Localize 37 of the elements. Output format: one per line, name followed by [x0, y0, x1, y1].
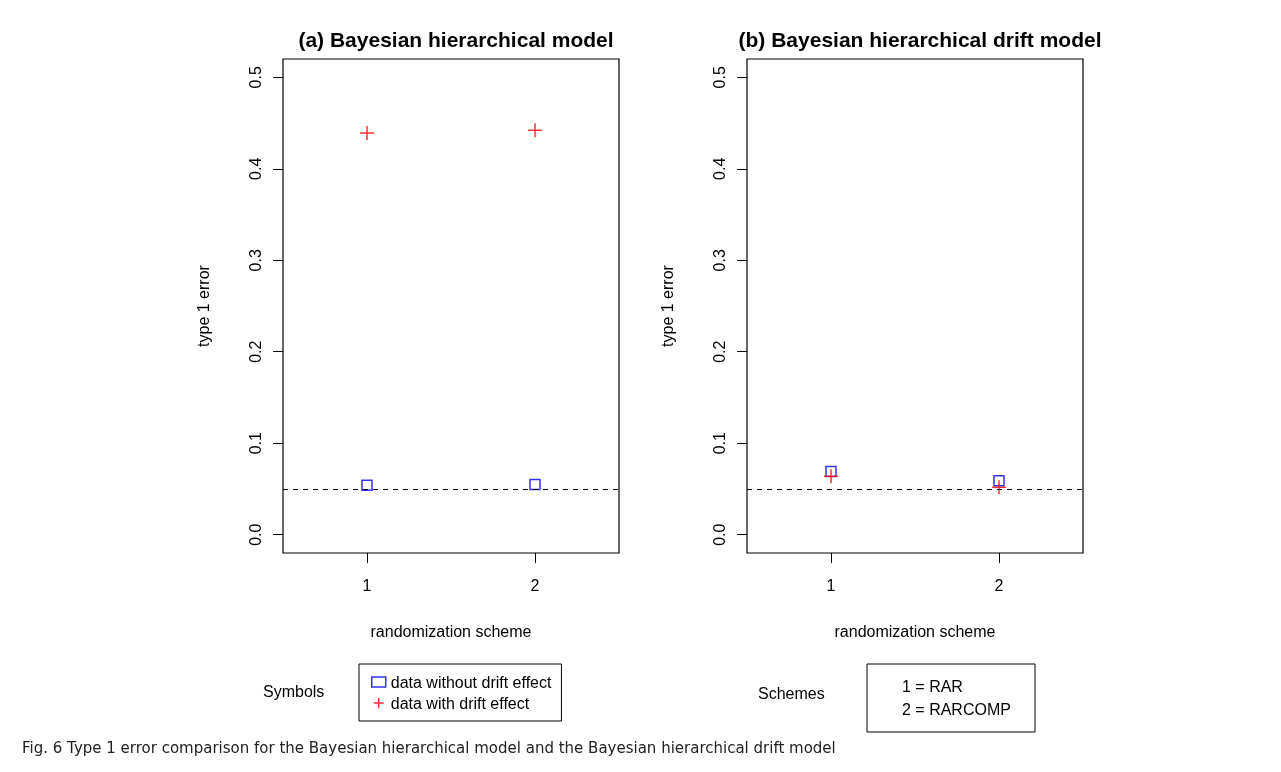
caption: Fig. 6 Type 1 error comparison for the Bayesian hierarchical model and the Bayesian hierarchical drift model — [22, 739, 836, 757]
chart-title: (a) Bayesian hierarchical model — [298, 28, 614, 51]
x-axis-title: randomization scheme — [370, 622, 532, 640]
point — [993, 474, 1005, 487]
point — [991, 479, 1007, 495]
legend-label: data without drift effect — [390, 673, 552, 691]
y-tick-label: 0.4 — [246, 157, 264, 180]
y-tick-label: 0.4 — [710, 157, 728, 180]
x-tick-label: 2 — [994, 576, 1004, 594]
x-axis-title: randomization scheme — [834, 622, 996, 640]
point — [361, 479, 373, 492]
legend-label: data with drift effect — [390, 694, 530, 712]
y-tick-label: 0.2 — [246, 340, 264, 363]
x-tick-label: 2 — [530, 576, 540, 594]
point — [359, 125, 375, 141]
text: 1 = RAR — [902, 677, 963, 695]
y-axis-title: type 1 error — [658, 264, 676, 347]
point — [823, 468, 839, 484]
legend-title: Symbols — [263, 682, 325, 700]
y-tick-label: 0.3 — [710, 249, 728, 272]
y-tick-label: 0.0 — [710, 523, 728, 546]
x-tick-label: 1 — [362, 576, 372, 594]
point — [825, 465, 837, 478]
point — [527, 122, 543, 139]
y-tick-label: 0.1 — [710, 432, 728, 455]
y-tick-label: 0.5 — [710, 66, 728, 89]
y-tick-label: 0.0 — [246, 523, 264, 546]
y-tick-label: 0.3 — [246, 249, 264, 272]
y-tick-label: 0.2 — [710, 340, 728, 363]
y-axis-title: type 1 error — [194, 264, 212, 347]
y-tick-label: 0.5 — [246, 66, 264, 89]
y-tick-label: 0.1 — [246, 432, 264, 455]
text: 2 = RARCOMP — [902, 700, 1011, 718]
point — [529, 478, 541, 491]
text: Schemes — [758, 684, 825, 702]
x-tick-label: 1 — [826, 576, 836, 594]
chart-title: (b) Bayesian hierarchical drift model — [738, 28, 1102, 51]
